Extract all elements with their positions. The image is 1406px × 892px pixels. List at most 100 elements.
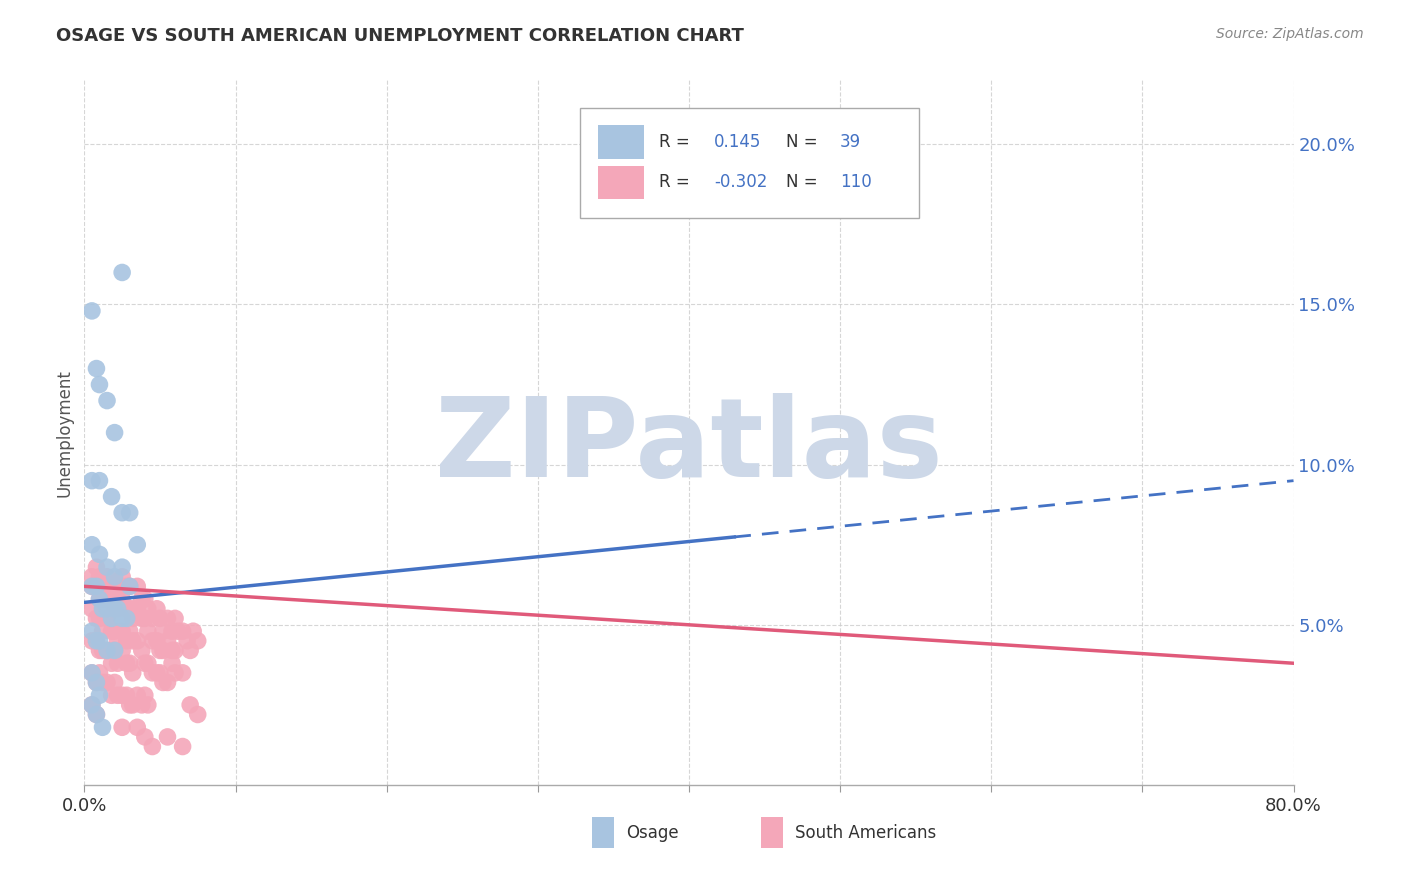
Point	[118, 601, 141, 615]
Point	[104, 624, 127, 639]
Point	[80, 665, 103, 680]
Point	[134, 688, 156, 702]
Text: 39: 39	[841, 133, 862, 152]
Point	[100, 624, 122, 639]
Point	[100, 592, 122, 607]
Point	[176, 633, 198, 648]
Point	[80, 474, 103, 488]
Text: Source: ZipAtlas.com: Source: ZipAtlas.com	[1216, 27, 1364, 41]
Point	[141, 611, 163, 625]
Point	[115, 611, 138, 625]
Text: ZIPatlas: ZIPatlas	[434, 393, 943, 500]
Point	[152, 643, 174, 657]
Point	[89, 688, 111, 702]
Point	[91, 675, 114, 690]
Point	[80, 570, 103, 584]
Text: R =: R =	[659, 173, 689, 192]
Point	[80, 698, 103, 712]
Point	[100, 688, 122, 702]
Point	[127, 633, 149, 648]
Point	[118, 657, 141, 671]
Point	[96, 592, 118, 607]
Point	[115, 601, 138, 615]
Point	[156, 611, 179, 625]
Point	[149, 643, 172, 657]
Point	[96, 643, 118, 657]
Point	[179, 698, 201, 712]
Bar	[599, 126, 644, 159]
Bar	[592, 817, 614, 848]
Text: 110: 110	[841, 173, 872, 192]
Point	[172, 739, 194, 754]
Point	[104, 579, 127, 593]
Point	[115, 657, 138, 671]
Point	[152, 624, 174, 639]
Point	[127, 720, 149, 734]
Point	[107, 657, 129, 671]
Point	[91, 579, 114, 593]
Point	[118, 506, 141, 520]
Point	[86, 675, 108, 690]
Point	[91, 601, 114, 615]
Point	[86, 707, 108, 722]
Point	[160, 643, 183, 657]
Point	[134, 657, 156, 671]
Point	[80, 601, 103, 615]
Point	[89, 665, 111, 680]
Point	[149, 611, 172, 625]
Point	[146, 633, 169, 648]
Point	[86, 611, 108, 625]
Point	[107, 601, 129, 615]
Point	[107, 633, 129, 648]
Point	[96, 393, 118, 408]
Point	[89, 592, 111, 607]
Point	[160, 624, 183, 639]
Point	[160, 657, 183, 671]
Point	[134, 611, 156, 625]
Point	[80, 538, 103, 552]
Point	[111, 560, 134, 574]
Point	[100, 490, 122, 504]
Point	[86, 560, 108, 574]
Point	[134, 730, 156, 744]
Point	[89, 643, 111, 657]
Point	[156, 675, 179, 690]
Point	[179, 643, 201, 657]
Point	[104, 425, 127, 440]
Bar	[599, 166, 644, 200]
Point	[86, 361, 108, 376]
Point	[104, 643, 127, 657]
Point	[86, 633, 108, 648]
Point	[80, 304, 103, 318]
Point	[104, 570, 127, 584]
Point	[111, 265, 134, 279]
Point	[115, 688, 138, 702]
Point	[86, 675, 108, 690]
Point	[118, 579, 141, 593]
Point	[152, 675, 174, 690]
Point	[115, 579, 138, 593]
Point	[91, 592, 114, 607]
Point	[96, 570, 118, 584]
Point	[80, 633, 103, 648]
Point	[118, 624, 141, 639]
Point	[121, 611, 143, 625]
Point	[141, 739, 163, 754]
Point	[127, 601, 149, 615]
Point	[172, 665, 194, 680]
Point	[107, 601, 129, 615]
Point	[167, 624, 190, 639]
Point	[96, 643, 118, 657]
Point	[121, 633, 143, 648]
Point	[104, 601, 127, 615]
Point	[111, 611, 134, 625]
Point	[86, 633, 108, 648]
Point	[104, 675, 127, 690]
Point	[104, 643, 127, 657]
Point	[80, 579, 103, 593]
Point	[131, 592, 153, 607]
Point	[86, 579, 108, 593]
Point	[141, 665, 163, 680]
Point	[121, 601, 143, 615]
Point	[80, 665, 103, 680]
